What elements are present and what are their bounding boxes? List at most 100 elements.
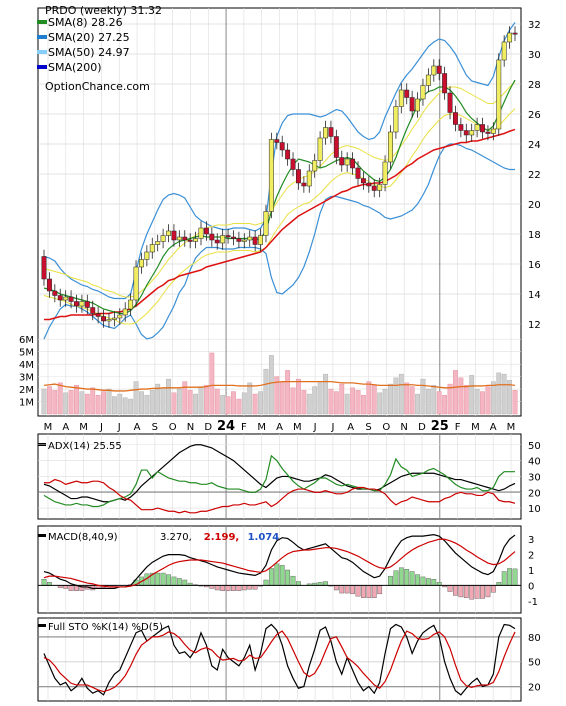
candle-body [241,239,247,242]
histogram-bar [176,578,182,586]
candle-body [171,230,177,241]
legend-swatch [37,65,47,69]
series-line-2 [44,478,516,514]
histogram-bar [463,585,469,598]
macd-panel: 3 2 1 0 -1 3.270, 2.199, 1.074 [38,532,538,608]
volume-bar [447,383,453,415]
series-line-0 [43,444,516,503]
volume-bar [290,387,296,415]
candle-body [41,256,47,280]
y-tick-label: 30 [528,472,541,483]
candle-body [436,65,442,74]
volume-bar [214,388,220,415]
candle-body [501,41,507,61]
candle-body [214,239,220,244]
histogram-bar [333,585,339,591]
series-line-1 [43,630,516,693]
volume-bar [193,393,198,415]
candle-body [133,266,139,301]
volume-bar [301,390,307,415]
y-tick-label: 20 [528,683,541,694]
histogram-bar [480,585,485,599]
volume-bar [166,378,171,415]
series-line-1 [43,454,515,508]
histogram-bar [371,585,377,598]
x-tick-label: M [257,422,266,433]
y-tick-label: 80 [528,633,541,644]
histogram-bar [160,572,166,586]
volume-bar [171,392,177,415]
macd-value-label: 3.270, [160,532,192,543]
volume-bar [247,382,253,415]
y-tick-label: 10 [528,504,541,515]
volume-bar [209,352,215,415]
legend-label: SMA(8) 28.26 [48,16,123,29]
volume-bar [415,393,420,415]
volume-bar [79,391,85,415]
candle-body [79,301,85,307]
volume-bar [377,392,383,415]
x-tick-label: F [455,422,461,433]
candle-body [117,314,123,319]
candle-body [328,127,334,137]
indicator-legend-swatch [38,534,46,537]
candle-body [398,89,404,107]
volume-bar [366,381,372,415]
volume-tick-label: 1M [19,398,34,409]
volume-bar [382,388,388,415]
volume-bar [490,381,496,415]
histogram-bar [469,585,475,600]
volume-bar [225,396,231,415]
histogram-bar [344,585,350,594]
candle-body [84,301,90,308]
price-tick-label: 18 [528,230,541,241]
candle-body [52,290,58,296]
volume-bar [231,391,236,415]
volume-bar [469,375,475,415]
volume-bar [371,385,377,415]
volume-bar [404,382,410,415]
volume-bar [111,396,117,415]
histogram-bar [474,585,480,599]
candle-body [247,236,253,241]
x-tick-label: S [365,422,371,433]
volume-bar [106,388,112,415]
volume-bar [68,390,74,415]
x-tick-label: D [204,422,212,433]
candle-body [279,142,285,151]
candle-body [176,236,182,241]
volume-bar [420,378,426,415]
candle-body [360,178,366,184]
y-tick-label: 3 [528,535,534,546]
histogram-bar [453,585,458,596]
volume-bar [339,383,345,415]
x-tick-label: J [99,422,103,433]
histogram-bar [182,579,188,586]
adx-title: ADX(14) 25.55 [48,441,122,452]
volume-bar [296,378,301,415]
histogram-bar [507,568,512,586]
volume-bar [101,391,106,415]
histogram-bar [323,581,328,586]
candle-body [274,139,280,143]
volume-bar [90,387,96,415]
volume-bar [323,373,328,415]
candle-body [306,170,312,187]
histogram-bar [420,576,426,586]
histogram-bar [512,568,518,586]
x-tick-label: F [241,422,247,433]
volume-bar [453,370,458,415]
y-tick-label: 50 [528,441,541,452]
y-tick-label: 2 [528,551,534,562]
histogram-bar [155,572,161,586]
candle-body [63,296,69,301]
candle-body [415,98,421,112]
candle-body [155,241,161,245]
candle-body [393,106,399,133]
candle-body [101,316,107,322]
volume-bar [512,390,518,415]
volume-bar [279,381,285,415]
x-tick-label: M [44,422,53,433]
volume-bar [258,391,263,415]
candle-body [128,299,134,310]
